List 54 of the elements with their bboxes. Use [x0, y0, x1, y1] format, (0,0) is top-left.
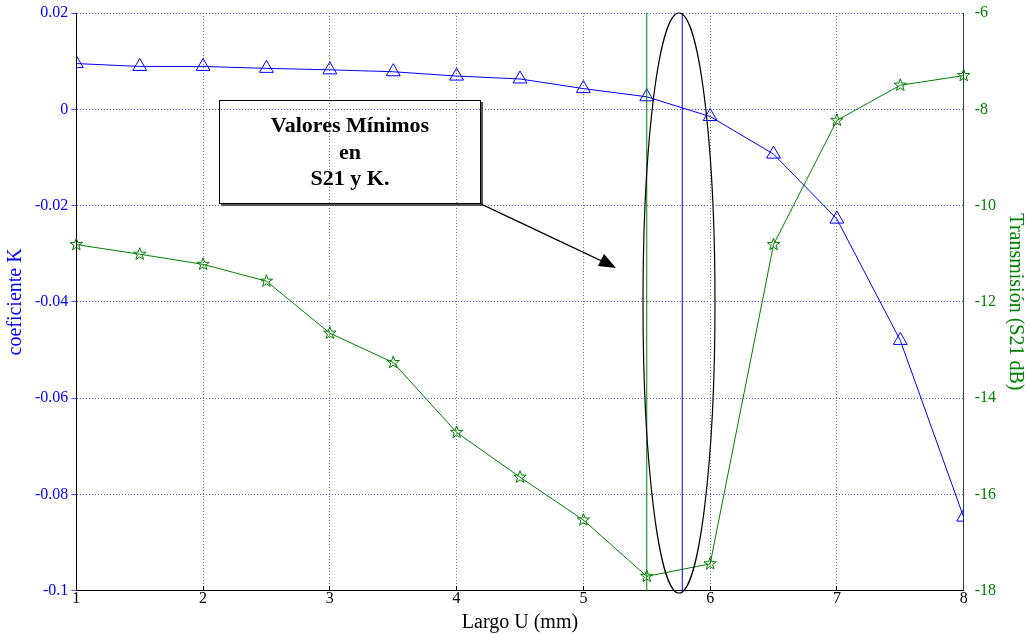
point — [259, 59, 274, 73]
point — [196, 257, 210, 271]
y2-tick-label: -18 — [974, 581, 996, 598]
y-tick-label: 0 — [60, 99, 69, 117]
point — [386, 355, 400, 369]
y2-tick-label: -14 — [974, 388, 996, 406]
point — [892, 331, 908, 345]
x-tick-label: 8 — [959, 588, 968, 606]
point — [259, 274, 274, 287]
point — [893, 78, 907, 91]
y2-tick-label: -10 — [974, 195, 996, 213]
x-tick-label: 2 — [199, 588, 208, 606]
point — [322, 61, 338, 75]
point — [576, 513, 591, 526]
y2-tick-label: -12 — [974, 292, 996, 310]
y-tick-label: -0.02 — [35, 195, 69, 213]
point — [703, 556, 717, 570]
y2-tick-label: -8 — [974, 99, 988, 117]
point — [766, 237, 781, 251]
y-tick-label: 0.02 — [40, 3, 69, 21]
x-tick-label: 6 — [706, 588, 715, 606]
point — [69, 237, 84, 251]
point — [513, 470, 527, 483]
point — [449, 67, 465, 81]
x-axis-title: Largo U (mm) — [461, 610, 579, 634]
y-tick-label: -0.04 — [35, 292, 69, 310]
annotation: Valores Mínimos en S21 y K. — [219, 100, 481, 204]
point — [640, 569, 654, 583]
point — [766, 145, 781, 159]
y-tick-label: -0.1 — [43, 581, 69, 598]
point — [512, 70, 528, 84]
y2-axis-title: Transmisión (S21 dB) — [1004, 213, 1028, 391]
point — [132, 57, 148, 71]
point — [956, 68, 971, 82]
y-axis-title: coeficiente K — [3, 247, 26, 356]
point — [702, 108, 718, 122]
point — [133, 247, 147, 260]
y-tick-label: -0.08 — [35, 484, 69, 502]
y2-tick-label: -6 — [974, 3, 988, 21]
x-tick-label: 5 — [579, 588, 588, 606]
point — [449, 425, 464, 439]
x-tick-label: 3 — [325, 588, 334, 606]
point — [575, 80, 591, 94]
point — [829, 210, 845, 224]
y-tick-label: -0.06 — [35, 388, 69, 406]
point — [830, 113, 844, 127]
point — [385, 63, 401, 77]
x-tick-label: 4 — [452, 588, 461, 606]
point — [639, 88, 655, 102]
y2-tick-label: -16 — [974, 484, 996, 502]
point — [195, 57, 211, 71]
point — [323, 326, 337, 339]
x-tick-label: 7 — [832, 588, 841, 606]
x-tick-label: 1 — [72, 588, 81, 606]
